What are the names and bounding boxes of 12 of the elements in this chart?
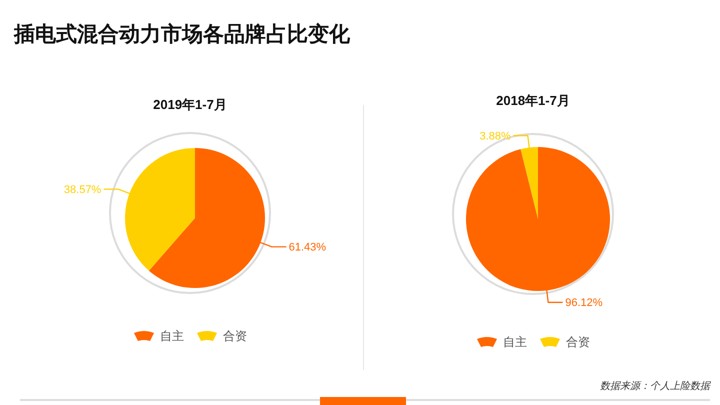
data-label: 96.12%: [565, 297, 603, 310]
data-label: 3.88%: [480, 130, 511, 142]
data-label: 38.57%: [64, 184, 102, 196]
chart-subtitle: 2018年1-7月: [496, 93, 570, 108]
legend-label: 合资: [566, 334, 590, 350]
legend-label: 自主: [160, 328, 184, 344]
legend-label: 合资: [223, 328, 247, 344]
chart-title: 插电式混合动力市场各品牌占比变化: [14, 23, 350, 46]
legend-label: 自主: [503, 334, 527, 350]
source-note: 数据来源：个人上险数据: [600, 381, 710, 392]
chart-subtitle: 2019年1-7月: [153, 97, 227, 112]
data-label: 61.43%: [288, 242, 326, 254]
